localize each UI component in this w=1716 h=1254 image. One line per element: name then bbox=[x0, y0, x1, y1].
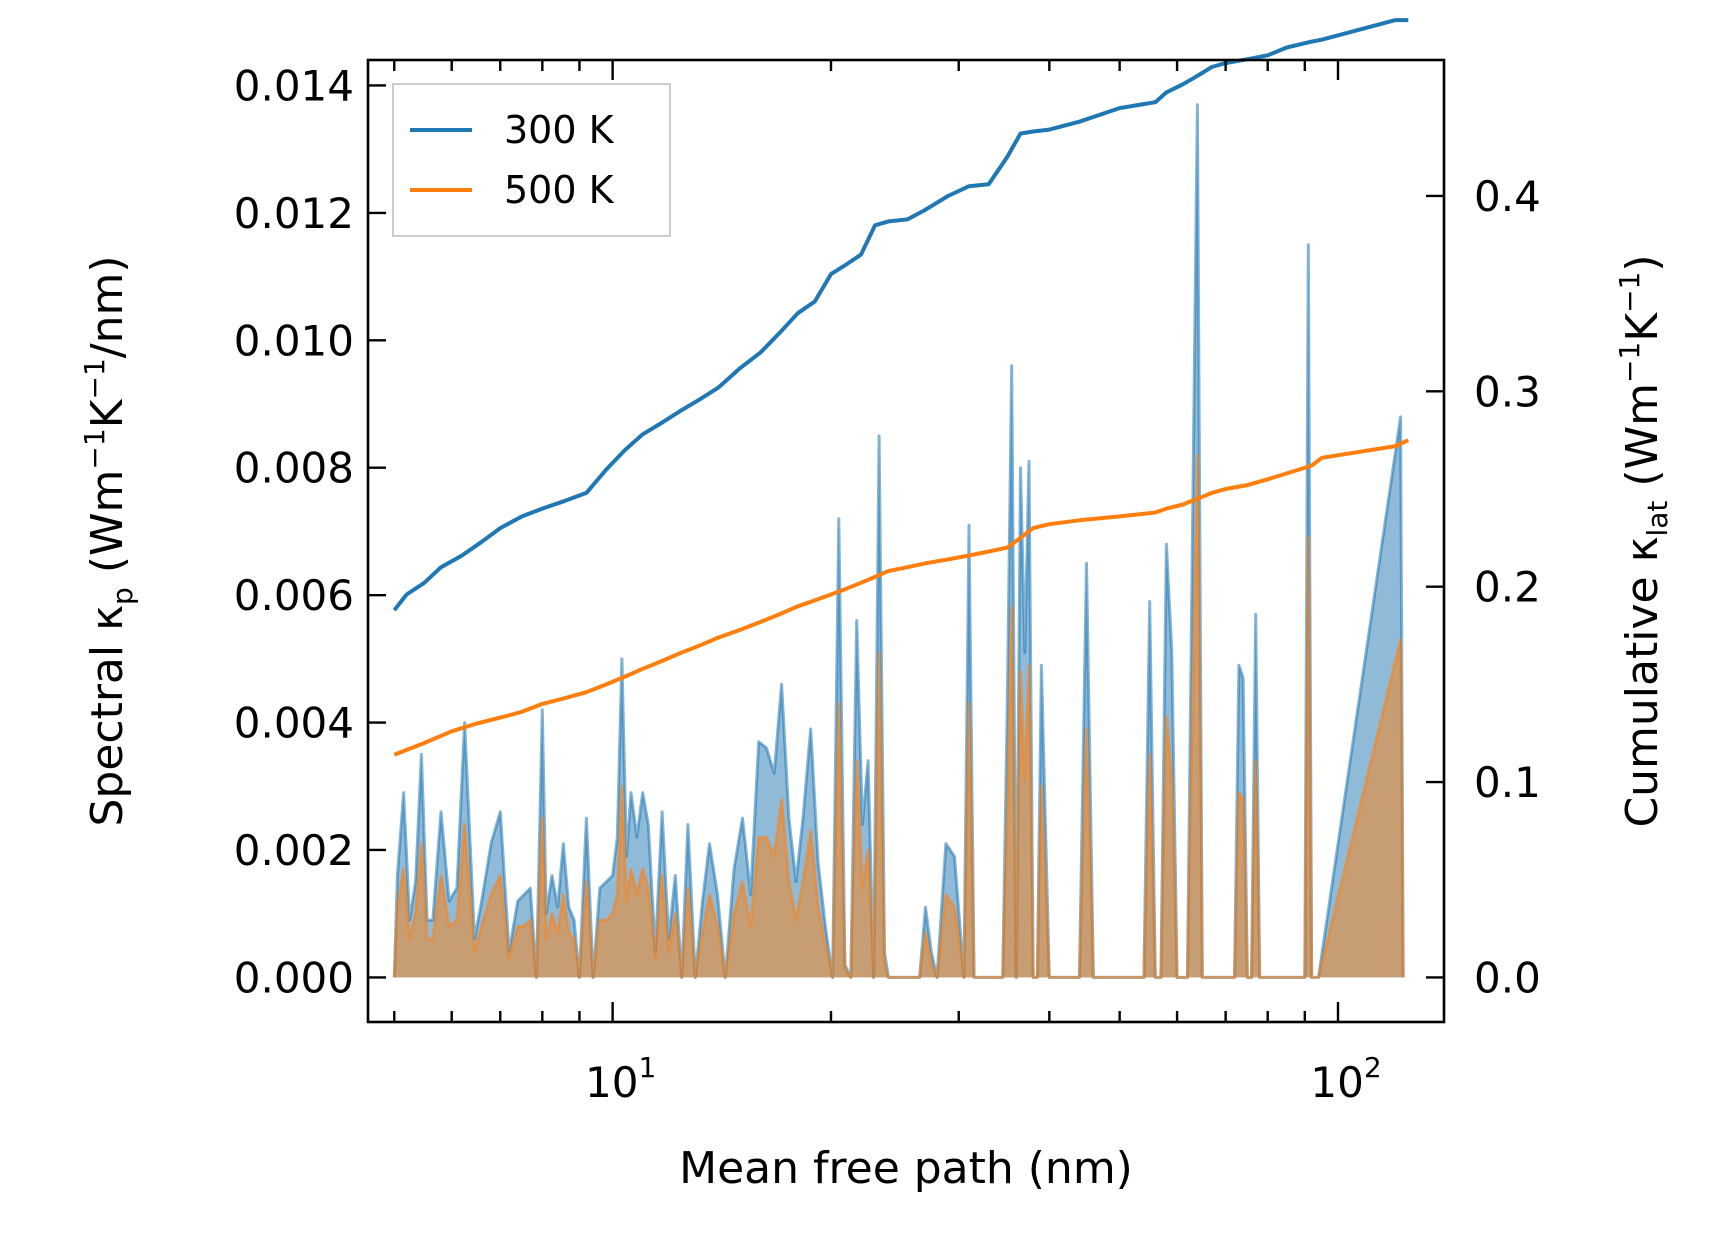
legend: 300 K 500 K bbox=[392, 83, 671, 237]
x-tick-label: 102 bbox=[1310, 1051, 1381, 1107]
spectral-line-500k bbox=[392, 453, 1405, 979]
x-tick-base: 10 bbox=[1310, 1058, 1363, 1107]
y-right-tick-label: 0.0 bbox=[1474, 953, 1541, 1002]
legend-label-500k: 500 K bbox=[504, 168, 615, 212]
spectral-lines bbox=[392, 103, 1405, 979]
x-tick-exp: 1 bbox=[638, 1051, 656, 1084]
y-right-tick-label: 0.3 bbox=[1474, 367, 1541, 416]
y-left-tick-label: 0.008 bbox=[234, 444, 354, 493]
x-tick-base: 10 bbox=[585, 1058, 638, 1107]
y-left-tick-label: 0.002 bbox=[234, 826, 354, 875]
y-left-tick-label: 0.014 bbox=[234, 61, 354, 110]
y-left-tick-label: 0.012 bbox=[234, 189, 354, 238]
x-tick-label: 101 bbox=[585, 1051, 656, 1107]
cumulative-line-500k bbox=[393, 438, 1410, 757]
axis-ticks bbox=[368, 60, 1444, 1022]
y-left-tick-label: 0.006 bbox=[234, 571, 354, 620]
y-left-tick-label: 0.000 bbox=[234, 953, 354, 1002]
plot-frame bbox=[366, 58, 1446, 1024]
y-right-tick-label: 0.1 bbox=[1474, 758, 1541, 807]
legend-label-300k: 300 K bbox=[504, 108, 615, 152]
x-tick-exp: 2 bbox=[1364, 1051, 1382, 1084]
cumulative-line-300k bbox=[392, 18, 1409, 612]
x-axis-label: Mean free path (nm) bbox=[679, 1143, 1133, 1194]
y-right-axis-label: Cumulative κlat (Wm−1K−1) bbox=[1613, 254, 1674, 827]
y-left-axis-label: Spectral κp (Wm−1K−1/nm) bbox=[78, 255, 139, 826]
legend-box bbox=[392, 83, 671, 237]
y-left-tick-label: 0.004 bbox=[234, 699, 354, 748]
y-left-tick-label: 0.010 bbox=[234, 316, 354, 365]
cumulative-lines bbox=[392, 18, 1410, 757]
y-right-tick-label: 0.4 bbox=[1474, 172, 1541, 221]
y-right-tick-label: 0.2 bbox=[1474, 563, 1541, 612]
